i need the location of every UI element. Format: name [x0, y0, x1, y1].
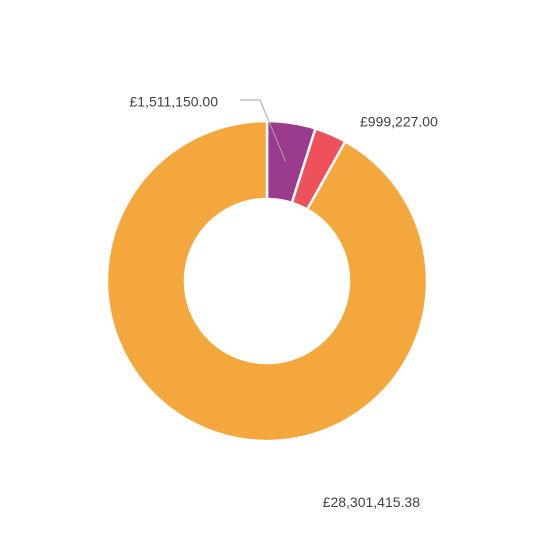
- data-label: £28,301,415.38: [323, 494, 421, 510]
- leader-line: [240, 99, 287, 162]
- data-label: £999,227.00: [360, 114, 438, 130]
- data-label: £1,511,150.00: [130, 94, 219, 110]
- donut-slice: [105, 119, 429, 443]
